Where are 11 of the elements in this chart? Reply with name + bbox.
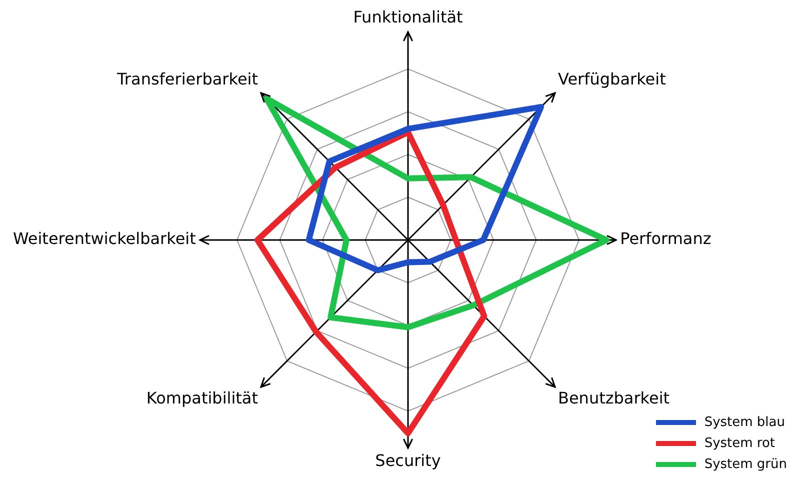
legend-label: System rot — [704, 436, 776, 451]
spoke-label: Weiterentwickelbarkeit — [12, 229, 196, 248]
spoke-label: Verfügbarkeit — [558, 70, 666, 89]
spoke-label: Transferierbarkeit — [116, 70, 258, 89]
spoke-label: Benutzbarkeit — [558, 388, 670, 408]
spoke-label: Funktionalität — [353, 7, 463, 26]
legend-label: System blau — [704, 415, 785, 430]
spoke-label: Security — [375, 450, 441, 470]
legend-label: System grün — [704, 457, 787, 472]
spoke-label: Performanz — [620, 229, 712, 248]
spoke-label: Kompatibilität — [146, 388, 258, 408]
